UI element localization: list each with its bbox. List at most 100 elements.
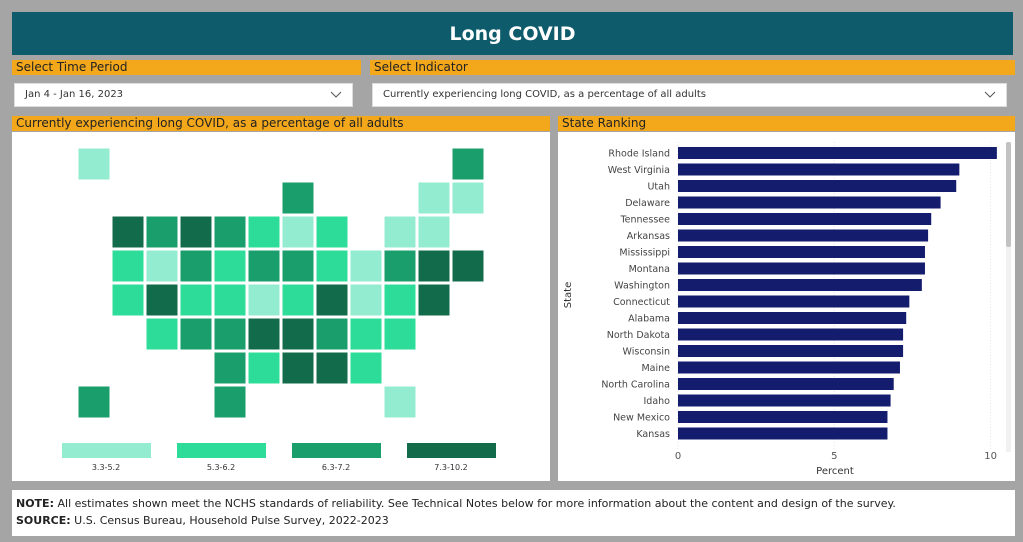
state-shape <box>315 215 349 249</box>
source-line: SOURCE: U.S. Census Bureau, Household Pu… <box>16 512 1011 529</box>
state-shape <box>383 385 417 419</box>
state-shape <box>111 215 145 249</box>
bar <box>678 246 925 258</box>
state-shape <box>247 215 281 249</box>
state-shape <box>179 317 213 351</box>
legend-label: 6.3-7.2 <box>322 463 350 472</box>
bar <box>678 213 932 225</box>
state-shape <box>349 283 383 317</box>
state-shape <box>247 351 281 385</box>
indicator-dropdown[interactable]: Currently experiencing long COVID, as a … <box>372 83 1007 107</box>
y-tick-label: Montana <box>629 264 670 275</box>
y-tick-label: West Virginia <box>608 165 670 176</box>
time-dropdown[interactable]: Jan 4 - Jan 16, 2023 <box>14 83 353 107</box>
y-tick-label: Arkansas <box>627 231 670 242</box>
y-tick-label: Idaho <box>644 396 671 407</box>
state-shape <box>247 317 281 351</box>
y-tick-label: Washington <box>614 281 670 292</box>
state-shape <box>451 181 485 215</box>
state-shape <box>145 215 179 249</box>
bar <box>678 196 941 209</box>
state-shape <box>417 215 451 249</box>
scrollbar <box>1006 142 1011 452</box>
bar <box>678 378 894 390</box>
y-tick-label: North Dakota <box>607 330 670 341</box>
y-tick-label: Connecticut <box>613 297 670 308</box>
bar <box>678 411 888 423</box>
state-shape <box>281 249 315 283</box>
bar <box>678 163 960 176</box>
state-shape <box>145 317 179 351</box>
state-shape <box>213 317 247 351</box>
state-shape <box>315 351 349 385</box>
state-shape <box>451 249 485 283</box>
bar <box>678 147 997 159</box>
state-shape <box>213 283 247 317</box>
state-shape <box>281 283 315 317</box>
bar <box>678 229 929 242</box>
state-shape <box>213 385 247 419</box>
state-shape <box>383 215 417 249</box>
state-shape <box>281 215 315 249</box>
state-shape <box>451 147 485 181</box>
state-shape <box>383 317 417 351</box>
legend-label: 3.3-5.2 <box>92 463 120 472</box>
dropdown-value: Jan 4 - Jan 16, 2023 <box>25 89 124 100</box>
state-shape <box>417 181 451 215</box>
legend-swatch <box>177 443 266 458</box>
bar <box>678 394 891 407</box>
bar <box>678 361 900 374</box>
state-shape <box>349 249 383 283</box>
scrollbar-thumb <box>1006 142 1011 247</box>
state-shape <box>247 249 281 283</box>
y-tick-label: North Carolina <box>601 380 670 391</box>
state-shape <box>281 317 315 351</box>
dropdown-value: Currently experiencing long COVID, as a … <box>383 89 706 100</box>
state-shape <box>315 249 349 283</box>
state-shape <box>213 351 247 385</box>
state-shape <box>281 181 315 215</box>
x-tick-label: 0 <box>675 451 681 462</box>
state-shape <box>417 249 451 283</box>
state-shape <box>315 317 349 351</box>
state-shape <box>111 249 145 283</box>
state-shape <box>179 283 213 317</box>
state-shape <box>179 249 213 283</box>
source-text: U.S. Census Bureau, Household Pulse Surv… <box>74 514 389 527</box>
filter-label: Select Indicator <box>370 60 1015 75</box>
legend-swatch <box>407 443 496 458</box>
chevron <box>984 91 996 98</box>
state-shape <box>213 249 247 283</box>
y-tick-label: Kansas <box>636 429 670 440</box>
header-title: Long COVID <box>12 12 1013 55</box>
y-tick-label: Alabama <box>628 314 670 325</box>
state-shape <box>383 283 417 317</box>
note-text: All estimates shown meet the NCHS standa… <box>57 497 896 510</box>
state-shape <box>315 283 349 317</box>
legend-label: 5.3-6.2 <box>207 463 235 472</box>
state-shape <box>349 351 383 385</box>
y-tick-label: Rhode Island <box>608 149 670 160</box>
state-shape <box>383 249 417 283</box>
x-tick-label: 10 <box>984 451 997 462</box>
state-shape <box>247 283 281 317</box>
y-tick-label: Delaware <box>625 198 670 209</box>
legend-label: 7.3-10.2 <box>434 463 467 472</box>
map-panel: 3.3-5.2 5.3-6.2 6.3-7.2 7.3-10.2 <box>12 132 550 481</box>
panel-title: Currently experiencing long COVID, as a … <box>12 116 550 131</box>
bar <box>678 295 910 308</box>
bar <box>678 328 904 341</box>
bar <box>678 180 957 192</box>
state-shape <box>145 249 179 283</box>
x-tick-label: 5 <box>831 451 837 462</box>
y-tick-label: Utah <box>647 182 670 193</box>
state-shape <box>417 283 451 317</box>
chart-panel: 0 5 10 Percent State Rhode Island West Virgini… <box>558 132 1015 481</box>
state-shape <box>77 385 111 419</box>
note-label: NOTE: <box>16 497 54 510</box>
chevron <box>330 91 342 98</box>
state-shape <box>349 317 383 351</box>
state-shape <box>281 351 315 385</box>
source-label: SOURCE: <box>16 514 71 527</box>
